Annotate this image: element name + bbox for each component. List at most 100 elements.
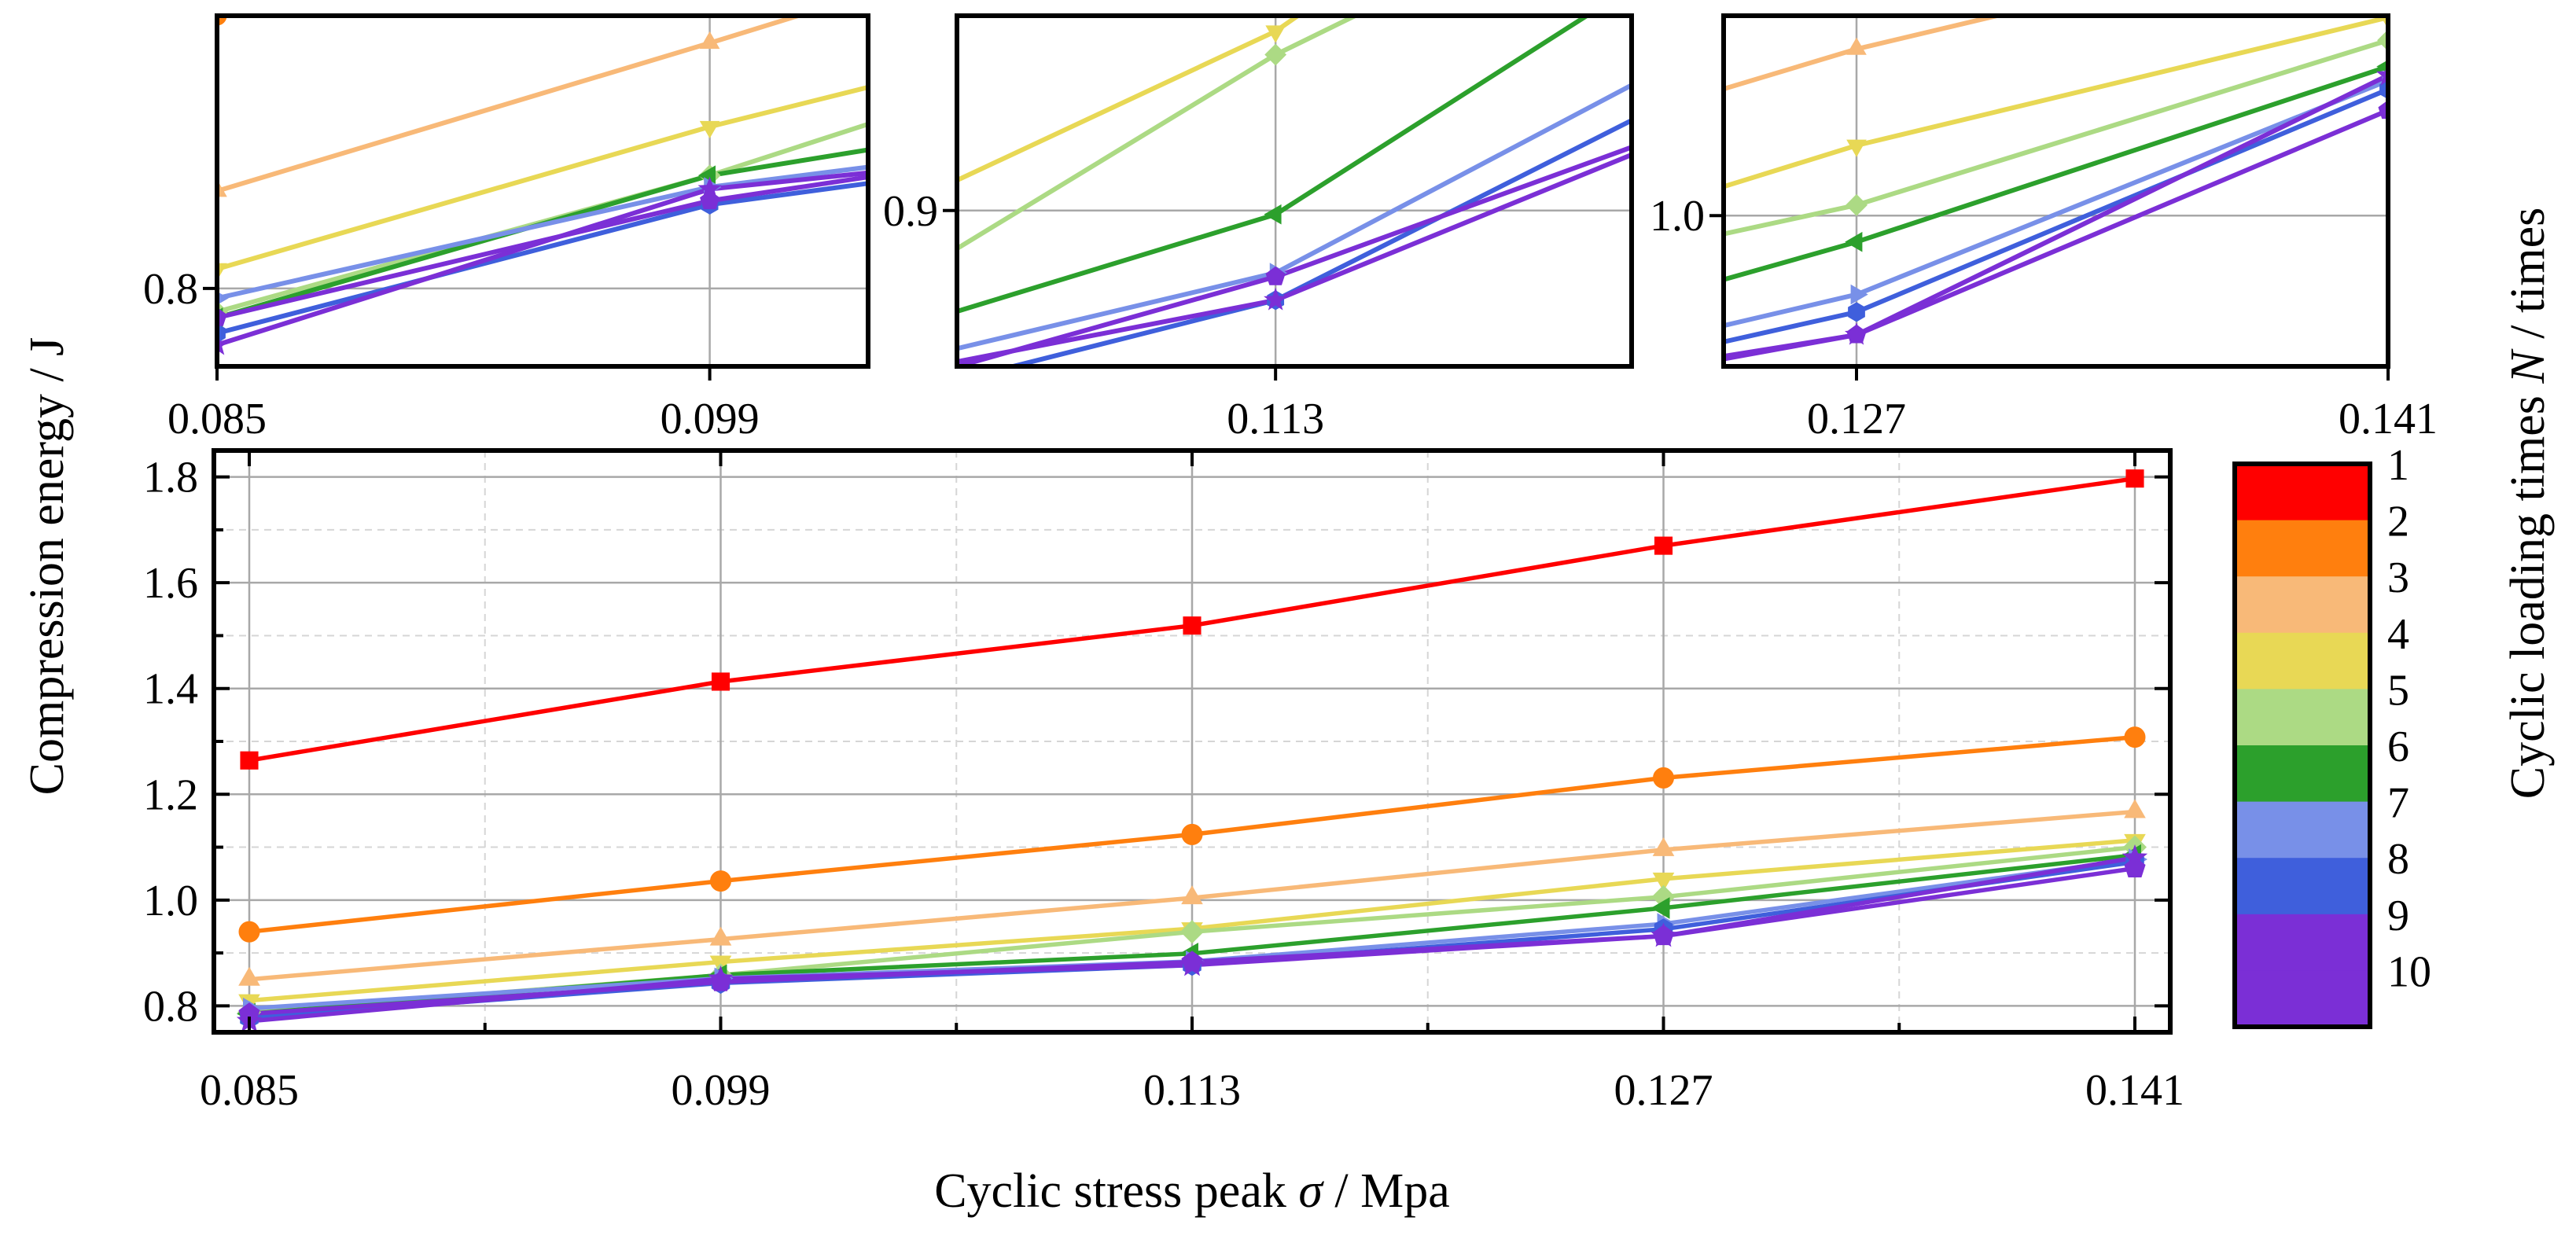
inset-data-point-series-7 — [217, 291, 229, 305]
data-point-series-4 — [1652, 872, 1675, 892]
data-point-series-1 — [2125, 469, 2144, 488]
inset-series-line-4 — [217, 84, 868, 271]
inset-series-line-3 — [217, 16, 807, 193]
x-tick-label: 0.085 — [200, 1066, 299, 1115]
colorbar-label: 3 — [2387, 553, 2409, 602]
inset-y-tick-label: 0.8 — [143, 265, 198, 314]
inset-series-line-6 — [217, 147, 868, 320]
inset-data-point-series-9 — [217, 332, 230, 355]
inset-plot-area — [957, 16, 1632, 366]
inset-data-point-series-5 — [2377, 29, 2388, 52]
data-point-series-3 — [2124, 799, 2146, 818]
data-point-series-3 — [1181, 885, 1203, 905]
data-point-series-2 — [710, 870, 731, 892]
inset-series-line-5 — [217, 121, 868, 314]
inset-panel-1: 0.085 0.099 0.8 — [143, 13, 870, 443]
inset-data-point-series-7 — [1850, 284, 1868, 305]
x-axis-title-prefix: Cyclic stress peak — [934, 1164, 1298, 1218]
colorbar-swatch-6 — [2235, 745, 2370, 803]
data-point-series-10 — [1652, 925, 1675, 946]
x-tick-label: 0.127 — [1614, 1066, 1713, 1115]
inset-data-point-series-10 — [700, 190, 720, 210]
inset-data-point-series-3 — [1846, 37, 1867, 55]
x-axis-title-symbol: σ — [1298, 1164, 1324, 1218]
colorbar-swatch-4 — [2235, 632, 2370, 690]
colorbar-swatch-5 — [2235, 689, 2370, 746]
inset-panel-2: 0.113 0.9 — [883, 13, 1634, 443]
data-point-series-1 — [1183, 616, 1202, 635]
inset-frame — [1721, 13, 2390, 369]
inset-x-tick-label: 0.127 — [1807, 395, 1906, 443]
y-tick-label: 1.0 — [143, 877, 198, 925]
inset-data-point-series-10 — [1846, 324, 1867, 344]
colorbar-label: 4 — [2387, 610, 2409, 659]
colorbar-title: Cyclic loading times N / times — [2501, 208, 2555, 800]
y-tick-label: 1.2 — [143, 770, 198, 819]
colorbar: 1 2 3 4 5 6 7 8 9 10 — [2232, 441, 2431, 1029]
colorbar-swatch-1 — [2235, 464, 2370, 521]
main-grid — [214, 450, 2170, 1032]
inset-data-point-series-6 — [1845, 231, 1863, 252]
inset-series-line-9 — [217, 170, 868, 348]
inset-series-line-9 — [1724, 73, 2388, 362]
data-point-series-1 — [1654, 536, 1673, 555]
inset-data-point-series-8 — [1848, 302, 1865, 322]
colorbar-label: 10 — [2387, 947, 2431, 996]
inset-data-point-series-6 — [1264, 204, 1282, 225]
x-tick-label: 0.113 — [1143, 1066, 1241, 1115]
colorbar-label: 5 — [2387, 666, 2409, 715]
y-tick-label: 1.4 — [143, 665, 198, 714]
inset-series-line-10 — [217, 175, 868, 321]
x-tick-label: 0.099 — [672, 1066, 771, 1115]
colorbar-label: 1 — [2387, 441, 2409, 490]
data-point-series-3 — [238, 966, 260, 986]
inset-series-line-4 — [1724, 16, 2388, 189]
colorbar-swatch-9 — [2235, 914, 2370, 971]
data-point-series-1 — [240, 751, 259, 770]
data-point-series-2 — [1653, 767, 1674, 789]
colorbar-label: 2 — [2387, 498, 2409, 546]
inset-data-point-series-3 — [699, 31, 720, 50]
inset-series-line-6 — [1724, 64, 2388, 282]
inset-y-tick-label: 0.9 — [883, 187, 938, 236]
inset-series-line-5 — [1724, 38, 2388, 237]
colorbar-frame — [2232, 462, 2372, 1029]
inset-data-point-series-4 — [699, 120, 720, 139]
data-point-series-2 — [1181, 823, 1203, 845]
inset-x-tick-label: 0.141 — [2339, 395, 2438, 443]
inset-series-line-8 — [217, 181, 868, 336]
data-point-series-2 — [238, 921, 260, 943]
data-point-series-5 — [1179, 920, 1205, 944]
main-series-group — [236, 469, 2148, 1032]
colorbar-label: 6 — [2387, 723, 2409, 771]
inset-x-tick-label: 0.099 — [661, 395, 760, 443]
colorbar-title-suffix: / times — [2501, 208, 2555, 351]
colorbar-swatch-2 — [2235, 520, 2370, 577]
inset-series-line-10 — [1724, 108, 2388, 359]
colorbar-label: 7 — [2387, 779, 2409, 828]
inset-panel-3: 0.127 0.141 1.0 — [1650, 13, 2438, 443]
y-axis-title: Compression energy / J — [20, 337, 74, 796]
x-axis-title-suffix: / Mpa — [1323, 1164, 1450, 1218]
data-point-series-3 — [1652, 837, 1675, 856]
inset-frame — [215, 13, 870, 369]
x-axis-title: Cyclic stress peak σ / Mpa — [934, 1164, 1450, 1218]
inset-data-point-series-5 — [1264, 43, 1287, 66]
inset-data-point-series-9 — [1264, 287, 1288, 311]
inset-series-line-7 — [217, 164, 868, 301]
inset-data-point-series-9 — [2375, 62, 2388, 86]
y-tick-label: 0.8 — [143, 982, 198, 1031]
inset-frame — [955, 13, 1634, 369]
data-point-series-10 — [2124, 857, 2146, 877]
data-point-series-10 — [709, 970, 732, 991]
data-point-series-6 — [1650, 897, 1670, 919]
y-tick-label: 1.8 — [143, 454, 198, 502]
inset-plot-area — [1724, 16, 2388, 366]
inset-data-point-series-4 — [1265, 25, 1286, 43]
inset-data-point-series-10 — [1265, 266, 1286, 285]
colorbar-swatch-8 — [2235, 858, 2370, 915]
y-tick-label: 1.6 — [143, 559, 198, 608]
data-point-series-3 — [709, 926, 732, 946]
inset-x-tick-label: 0.085 — [167, 395, 267, 443]
